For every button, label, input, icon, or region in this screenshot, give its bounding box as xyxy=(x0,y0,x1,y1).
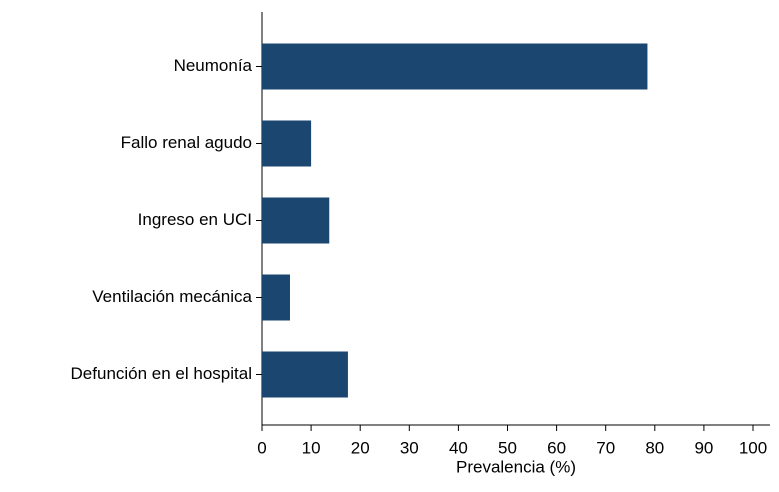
bar xyxy=(262,274,290,321)
x-tick-label: 50 xyxy=(498,438,517,457)
y-tick-label: Neumonía xyxy=(174,56,253,75)
x-tick-label: 70 xyxy=(596,438,615,457)
x-tick-label: 30 xyxy=(400,438,419,457)
bar xyxy=(262,197,330,244)
y-tick-label: Ventilación mecánica xyxy=(92,287,252,306)
y-tick-label: Ingreso en UCI xyxy=(138,210,252,229)
x-axis-title: Prevalencia (%) xyxy=(456,457,576,476)
x-tick-label: 10 xyxy=(302,438,321,457)
x-tick-label: 0 xyxy=(257,438,266,457)
bar xyxy=(262,351,348,398)
y-tick-label: Fallo renal agudo xyxy=(121,133,252,152)
x-tick-label: 60 xyxy=(547,438,566,457)
x-tick-label: 40 xyxy=(449,438,468,457)
bar xyxy=(262,43,648,90)
x-tick-label: 20 xyxy=(351,438,370,457)
x-tick-label: 90 xyxy=(694,438,713,457)
x-tick-label: 80 xyxy=(645,438,664,457)
x-tick-label: 100 xyxy=(739,438,767,457)
bar xyxy=(262,120,312,167)
y-tick-label: Defunción en el hospital xyxy=(71,364,252,383)
